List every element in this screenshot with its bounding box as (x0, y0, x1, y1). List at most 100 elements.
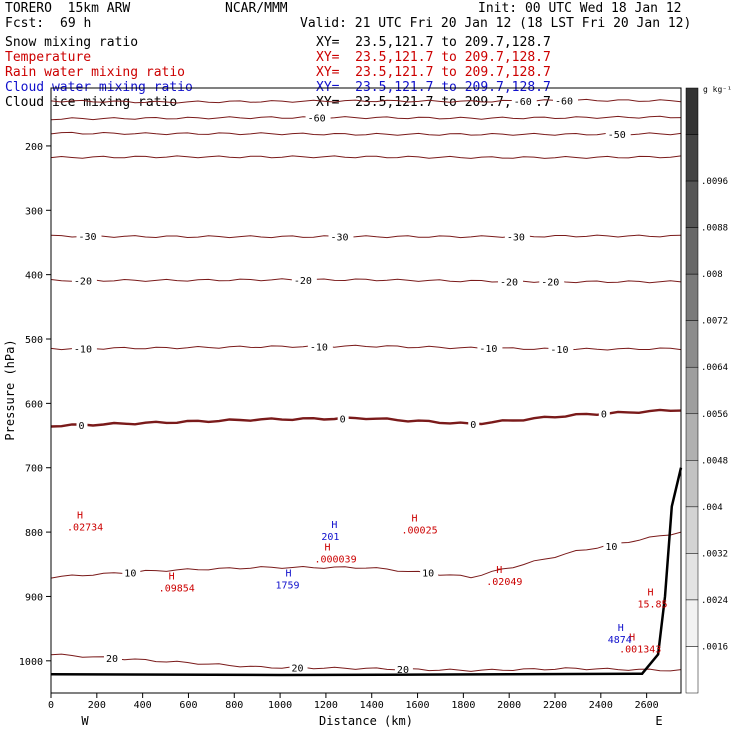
colorbar-tick-label: .0032 (701, 549, 728, 559)
isotherm-label-bg (605, 128, 631, 140)
isotherm-label: -60 (555, 96, 573, 107)
field-name-cloud-ice: Cloud ice mixing ratio (5, 95, 178, 110)
max-marker: H (324, 543, 330, 554)
field-xy-snow: XY= 23.5,121.7 to 209.7,128.7 (316, 35, 551, 50)
field-name-snow: Snow mixing ratio (5, 35, 139, 50)
isotherm-label-bg (103, 651, 122, 663)
max-value-label: 201 (321, 532, 339, 543)
isotherm-label: -20 (74, 276, 92, 287)
model-title: TORERO 15km ARW (5, 1, 131, 16)
isotherm-label-bg (498, 275, 524, 287)
x-tick-label: 2400 (589, 700, 613, 711)
field-name-cloud-water: Cloud water mixing ratio (5, 80, 193, 95)
isotherm-label: -30 (330, 233, 348, 244)
y-tick-label: 300 (25, 206, 43, 217)
isotherm-label-bg (468, 417, 480, 429)
colorbar-segment (685, 87, 699, 135)
isotherm-label-bg (598, 407, 610, 419)
terrain-surface-line (50, 467, 683, 677)
plot-frame (50, 87, 682, 694)
colorbar-tick-label: .0056 (701, 410, 728, 420)
colorbar-segment (685, 553, 699, 601)
colorbar-tick-label: .0088 (701, 224, 728, 234)
isotherm-label-bg (477, 342, 503, 354)
center-title: NCAR/MMM (225, 1, 288, 16)
y-tick-label: 500 (25, 335, 43, 346)
y-axis: 200 300 400 500 600 700 800 900 1000 (19, 142, 51, 668)
west-label: W (81, 714, 89, 728)
colorbar-tick-label: .0048 (701, 456, 728, 466)
max-marker: H (647, 588, 653, 599)
isotherm-label: -50 (608, 130, 626, 141)
init-time: Init: 00 UTC Wed 18 Jan 12 (478, 1, 682, 16)
isotherm-label: 0 (78, 421, 84, 432)
isotherm-label-bg (548, 342, 574, 354)
colorbar-segment (685, 134, 699, 182)
y-tick-label: 200 (25, 142, 43, 153)
colorbar-segment (685, 320, 699, 368)
colorbar-unit-label: g kg⁻¹ (703, 85, 732, 94)
x-tick-label: 0 (48, 700, 54, 711)
x-tick-label: 1000 (268, 700, 292, 711)
x-axis: 0 200 400 600 800 1000 1200 1400 1600 1800 2000 220… (48, 693, 659, 711)
east-label: E (655, 714, 662, 728)
y-axis-label: Pressure (hPa) (3, 339, 17, 440)
x-tick-label: 1600 (405, 700, 429, 711)
isotherm-line (50, 234, 682, 239)
isotherm-label-bg (289, 661, 308, 673)
colorbar-tick-label: .0024 (701, 596, 728, 606)
field-name-temperature: Temperature (5, 50, 92, 65)
x-tick-label: 400 (134, 700, 152, 711)
isotherm-label: -10 (550, 345, 568, 356)
colorbar-segment (685, 180, 699, 228)
isotherm-label: -20 (541, 278, 559, 289)
isotherm-label: 10 (124, 569, 136, 580)
isotherm-label-bg (394, 663, 413, 675)
isotherm-label-bg (553, 94, 578, 106)
contour-layer: -60 -60 -60 -50 -30 -30 -30 -20 -20 -20 -20 -10 -10 -… (50, 94, 682, 676)
isotherm-label-bg (420, 566, 439, 578)
isotherm-label-bg (504, 230, 530, 242)
x-tick-label: 800 (225, 700, 243, 711)
fcst-value: 69 h (60, 16, 92, 31)
colorbar-tick-label: .004 (701, 503, 723, 513)
max-marker: H (331, 520, 337, 531)
colorbar-segment (685, 646, 699, 694)
max-value-label: 4874 (608, 635, 632, 646)
max-value-label: .02734 (67, 522, 103, 533)
isotherm-label-bg (76, 419, 88, 431)
isotherm-label-bg (603, 539, 622, 551)
isotherm-line (50, 344, 682, 351)
max-value-label: .00025 (402, 526, 438, 537)
x-tick-label: 200 (88, 700, 106, 711)
isotherm-label-bg (76, 230, 102, 242)
colorbar-segment (685, 413, 699, 461)
isotherm-label-bg (539, 275, 565, 287)
y-tick-label: 400 (25, 271, 43, 282)
isotherm-label: 20 (106, 654, 118, 665)
isotherm-label-bg (328, 230, 354, 242)
max-value-label: .000039 (314, 555, 356, 566)
x-tick-label: 2000 (497, 700, 521, 711)
max-marker: H (629, 633, 635, 644)
isotherm-line (50, 653, 682, 672)
colorbar-tick-label: .0064 (701, 363, 728, 373)
isotherm-label: 20 (397, 665, 409, 676)
colorbar-tick-label: .0072 (701, 317, 728, 327)
isotherm-label: 0 (601, 410, 607, 421)
colorbar-segment (685, 506, 699, 554)
max-value-label: 1759 (276, 580, 300, 591)
isotherm-line (50, 408, 682, 428)
max-value-label: .02049 (486, 577, 522, 588)
y-tick-label: 1000 (19, 657, 43, 668)
isotherm-label: -60 (308, 114, 326, 125)
x-tick-label: 1800 (451, 700, 475, 711)
y-tick-label: 800 (25, 528, 43, 539)
x-tick-label: 2200 (543, 700, 567, 711)
colorbar-tick-label: .0016 (701, 642, 728, 652)
y-tick-label: 900 (25, 592, 43, 603)
max-value-label: 15.85 (637, 600, 667, 611)
max-marker: H (169, 572, 175, 583)
max-marker: H (286, 568, 292, 579)
isotherm-label-bg (337, 412, 349, 424)
